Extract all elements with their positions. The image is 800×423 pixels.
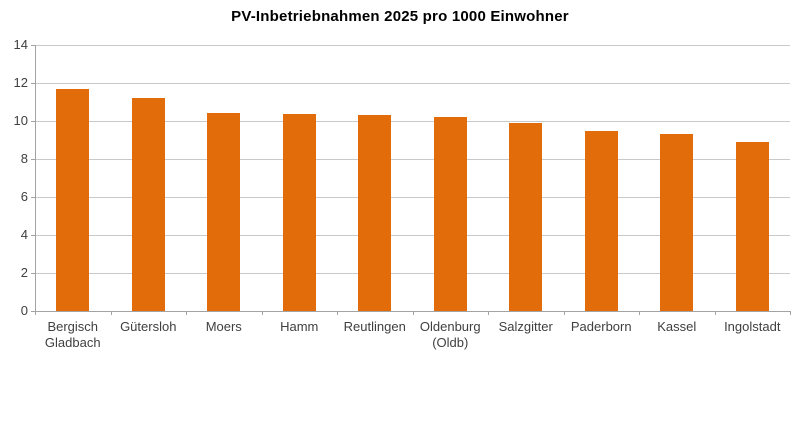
plot-area (35, 45, 790, 311)
y-axis-tick (31, 45, 36, 46)
x-category-label-line: Paderborn (570, 319, 632, 334)
x-axis-tick (639, 311, 640, 315)
gridline-y-2 (35, 273, 790, 274)
x-category-label-reutlingen: Reutlingen (320, 319, 430, 335)
chart-title: PV-Inbetriebnahmen 2025 pro 1000 Einwohn… (231, 8, 569, 25)
x-axis-tick (563, 311, 565, 315)
x-category-label-line: Ingolstadt (724, 319, 781, 334)
x-category-label-bergisch-gladbach: Bergisch Gladbach (18, 319, 128, 351)
y-tick-label-14: 14 (13, 37, 28, 52)
x-axis-tick (110, 311, 112, 315)
y-tick-label-8: 8 (20, 151, 28, 166)
gridline-y-12 (35, 83, 790, 84)
bar-reutlingen (358, 115, 392, 311)
x-axis-tick (412, 311, 414, 315)
x-axis-tick (261, 311, 263, 315)
x-category-label-line: (Oldb) (432, 335, 469, 350)
bar-oldenburg-oldb- (433, 117, 467, 311)
x-axis-tick (337, 311, 338, 315)
y-axis-tick (31, 311, 36, 312)
bar-moers (207, 113, 241, 311)
gridline-y-10 (35, 121, 790, 122)
x-category-label-line: Moers (205, 319, 242, 334)
x-axis-tick (186, 311, 187, 315)
y-tick-label-2: 2 (20, 265, 28, 280)
y-axis-line (35, 45, 36, 312)
y-tick-label-12: 12 (13, 75, 28, 90)
gridline-y-14 (35, 45, 790, 46)
x-axis-tick (790, 311, 791, 315)
x-category-label-line: Bergisch (47, 319, 99, 334)
x-category-label-salzgitter: Salzgitter (471, 319, 581, 335)
x-category-label-g-tersloh: Gütersloh (93, 319, 203, 335)
x-axis-tick (714, 311, 716, 315)
gridline-y-6 (35, 197, 790, 198)
bar-g-tersloh (131, 98, 165, 311)
x-axis-tick (35, 311, 36, 315)
bar-ingolstadt (735, 141, 769, 311)
x-category-label-moers: Moers (169, 319, 279, 335)
x-category-label-line: Gütersloh (120, 319, 177, 334)
x-category-label-ingolstadt: Ingolstadt (697, 319, 800, 335)
x-category-label-hamm: Hamm (244, 319, 354, 335)
x-category-label-line: Kassel (657, 319, 697, 334)
x-category-label-line: Reutlingen (343, 319, 406, 334)
x-category-label-line: Salzgitter (498, 319, 553, 334)
y-axis-tick (31, 197, 36, 198)
gridline-y-8 (35, 159, 790, 160)
y-axis-tick (31, 83, 36, 84)
x-category-label-oldenburg-oldb-: Oldenburg (Oldb) (395, 319, 505, 351)
x-axis-tick (488, 311, 489, 315)
y-tick-label-4: 4 (20, 227, 28, 242)
y-axis-tick (31, 121, 36, 122)
bar-bergisch-gladbach (56, 88, 90, 311)
y-tick-label-6: 6 (20, 189, 28, 204)
y-tick-label-10: 10 (13, 113, 28, 128)
x-category-label-line: Hamm (280, 319, 319, 334)
bar-hamm (282, 114, 316, 311)
x-category-label-kassel: Kassel (622, 319, 732, 335)
bar-paderborn (584, 130, 618, 311)
bar-kassel (660, 134, 694, 311)
y-axis-tick (31, 235, 36, 236)
x-category-label-paderborn: Paderborn (546, 319, 656, 335)
y-tick-label-0: 0 (20, 303, 28, 318)
x-category-label-line: Gladbach (44, 335, 101, 350)
x-category-label-line: Oldenburg (419, 319, 481, 334)
y-axis-tick (31, 273, 36, 274)
bar-salzgitter (509, 122, 543, 311)
y-axis-tick (31, 159, 36, 160)
x-axis-line (31, 311, 791, 312)
gridline-y-4 (35, 235, 790, 236)
